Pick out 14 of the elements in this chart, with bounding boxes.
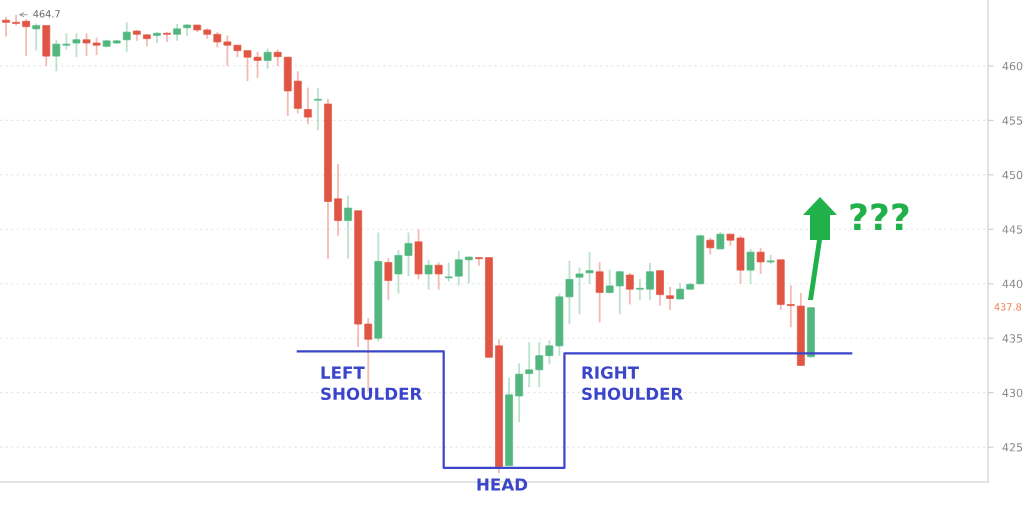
y-tick-label: 445 (1002, 225, 1023, 234)
annotation: ??? (850, 203, 909, 230)
annotation: 464.7 (33, 10, 60, 18)
annotation: LEFT SHOULDER (321, 366, 422, 401)
y-tick-label: 425 (1002, 443, 1023, 452)
y-tick-label: 450 (1002, 170, 1023, 180)
annotation: RIGHT SHOULDER (582, 366, 683, 401)
annotation: HEAD (477, 478, 528, 491)
y-tick-label: 430 (1002, 388, 1023, 398)
y-tick-label: 435 (1002, 334, 1023, 343)
y-tick-label: 455 (1002, 116, 1023, 125)
y-tick-label: 440 (1002, 279, 1023, 289)
y-tick-label: 460 (1002, 61, 1023, 71)
text: 437.8 (994, 303, 1022, 311)
